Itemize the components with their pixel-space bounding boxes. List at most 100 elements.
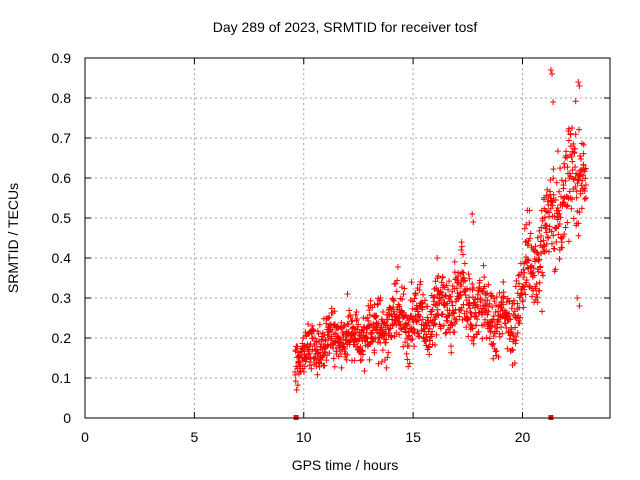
data-point	[377, 297, 384, 304]
data-point	[500, 278, 507, 285]
data-point	[390, 296, 397, 303]
data-point	[326, 350, 333, 357]
data-point	[578, 205, 585, 212]
y-tick-label: 0.2	[52, 330, 72, 346]
data-point	[493, 294, 500, 301]
data-point	[399, 296, 406, 303]
data-point	[552, 266, 559, 273]
data-point	[442, 330, 449, 337]
data-point	[490, 313, 497, 320]
data-point	[388, 334, 395, 341]
data-point	[337, 324, 344, 331]
data-point	[314, 328, 321, 335]
data-point	[534, 294, 541, 301]
data-point	[504, 345, 511, 352]
data-point	[467, 305, 474, 312]
data-point	[583, 195, 590, 202]
data-point	[424, 303, 431, 310]
data-point	[581, 196, 588, 203]
data-point	[342, 345, 349, 352]
data-point	[572, 131, 579, 138]
data-point	[470, 219, 477, 225]
data-point	[355, 321, 362, 328]
data-point	[447, 293, 454, 300]
data-point	[460, 269, 467, 276]
data-point	[358, 356, 365, 363]
data-point	[556, 221, 563, 228]
data-point	[469, 325, 476, 332]
data-point	[500, 301, 507, 308]
data-point	[550, 175, 557, 182]
data-point	[410, 327, 417, 334]
data-point	[569, 166, 576, 173]
data-point	[500, 293, 507, 300]
data-point	[405, 363, 412, 370]
data-point	[486, 335, 493, 342]
data-point	[303, 356, 310, 363]
data-point	[576, 303, 583, 309]
data-point	[552, 197, 559, 204]
data-point	[436, 300, 443, 307]
data-point	[511, 360, 518, 367]
data-point	[525, 238, 532, 245]
data-point	[433, 331, 440, 338]
x-tick-label: 10	[296, 429, 312, 445]
data-point	[347, 313, 354, 320]
data-point	[539, 269, 546, 276]
data-point	[387, 325, 394, 332]
data-point	[480, 262, 487, 269]
data-point	[530, 265, 537, 272]
data-point	[319, 353, 326, 360]
data-point	[558, 193, 565, 200]
data-point	[321, 331, 328, 338]
data-point	[369, 327, 376, 334]
data-point	[537, 263, 544, 270]
data-point	[549, 71, 556, 77]
x-tick-label: 15	[405, 429, 421, 445]
data-point	[515, 280, 522, 287]
data-point	[515, 272, 522, 279]
data-point	[346, 307, 353, 314]
data-point	[572, 183, 579, 190]
data-point	[417, 313, 424, 320]
data-point	[543, 247, 550, 254]
data-point	[434, 306, 441, 313]
data-point	[524, 256, 531, 263]
data-point	[331, 363, 338, 370]
data-point	[426, 351, 433, 358]
data-point	[357, 343, 364, 350]
data-point	[550, 245, 557, 252]
data-point	[322, 349, 329, 356]
data-point	[366, 307, 373, 314]
data-point	[563, 203, 570, 210]
data-point	[378, 324, 385, 331]
data-point	[311, 335, 318, 342]
data-point	[568, 153, 575, 160]
data-point	[338, 319, 345, 326]
data-point	[351, 325, 358, 332]
data-point	[490, 333, 497, 340]
data-point	[523, 221, 530, 228]
data-point	[561, 160, 568, 167]
x-tick-label: 20	[515, 429, 531, 445]
data-point	[364, 315, 371, 322]
data-point	[451, 258, 458, 265]
data-point	[576, 83, 583, 89]
data-point	[469, 211, 476, 217]
data-point	[550, 99, 557, 105]
data-point	[467, 321, 474, 328]
data-point	[330, 355, 337, 362]
data-point	[292, 378, 299, 385]
data-point	[421, 297, 428, 304]
data-point	[392, 280, 399, 287]
data-point	[352, 329, 359, 336]
data-point	[429, 341, 436, 348]
data-point	[498, 324, 505, 331]
data-point	[400, 343, 407, 350]
data-point	[453, 318, 460, 325]
data-point	[416, 333, 423, 340]
data-point	[331, 308, 338, 315]
data-point	[517, 314, 524, 321]
data-point	[449, 302, 456, 309]
data-point	[407, 337, 414, 344]
